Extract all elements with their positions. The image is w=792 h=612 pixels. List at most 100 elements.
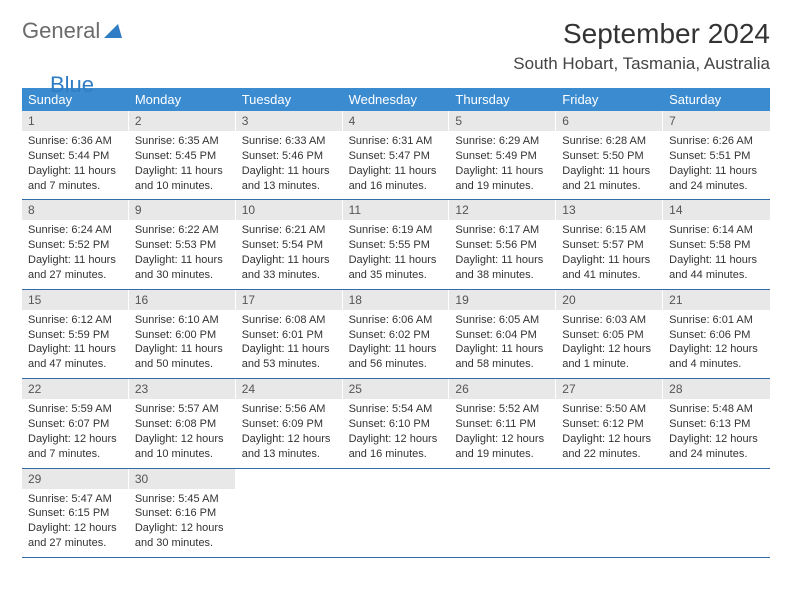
day-number: 13 — [556, 200, 663, 220]
day-number: 6 — [556, 111, 663, 131]
daylight-text: Daylight: 12 hours — [28, 521, 123, 536]
sunrise-text: Sunrise: 6:33 AM — [242, 134, 337, 149]
empty-day — [236, 469, 343, 489]
day-number: 4 — [343, 111, 450, 131]
day-number: 26 — [449, 379, 556, 399]
day-body: Sunrise: 6:01 AMSunset: 6:06 PMDaylight:… — [663, 310, 770, 378]
day-cell: 23 Sunrise: 5:57 AMSunset: 6:08 PMDayligh… — [129, 379, 236, 467]
daylight-text: Daylight: 11 hours — [669, 253, 764, 268]
daylight-text: and 53 minutes. — [242, 357, 337, 372]
daylight-text: and 47 minutes. — [28, 357, 123, 372]
day-cell: 12Sunrise: 6:17 AMSunset: 5:56 PMDayligh… — [449, 200, 556, 288]
day-number: 29 — [22, 469, 129, 489]
daylight-text: Daylight: 11 hours — [562, 253, 657, 268]
sunset-text: Sunset: 6:11 PM — [455, 417, 550, 432]
day-body: Sunrise: 6:12 AMSunset: 5:59 PMDaylight:… — [22, 310, 129, 378]
daylight-text: and 30 minutes. — [135, 268, 230, 283]
day-cell: 5Sunrise: 6:29 AMSunset: 5:49 PMDaylight… — [449, 111, 556, 199]
sunset-text: Sunset: 6:16 PM — [135, 506, 230, 521]
day-cell: 7Sunrise: 6:26 AMSunset: 5:51 PMDaylight… — [663, 111, 770, 199]
weekday-header-row: Sunday Monday Tuesday Wednesday Thursday… — [22, 88, 770, 111]
daylight-text: and 35 minutes. — [349, 268, 444, 283]
sunset-text: Sunset: 6:15 PM — [28, 506, 123, 521]
daylight-text: and 50 minutes. — [135, 357, 230, 372]
sunset-text: Sunset: 6:08 PM — [135, 417, 230, 432]
empty-body — [663, 489, 770, 547]
day-body: Sunrise: 6:15 AMSunset: 5:57 PMDaylight:… — [556, 220, 663, 288]
day-number: 28 — [663, 379, 770, 399]
day-body: Sunrise: 6:22 AMSunset: 5:53 PMDaylight:… — [129, 220, 236, 288]
sunset-text: Sunset: 5:57 PM — [562, 238, 657, 253]
sunrise-text: Sunrise: 6:06 AM — [349, 313, 444, 328]
sunrise-text: Sunrise: 6:28 AM — [562, 134, 657, 149]
day-body: Sunrise: 6:06 AMSunset: 6:02 PMDaylight:… — [343, 310, 450, 378]
daylight-text: and 7 minutes. — [28, 447, 123, 462]
sunset-text: Sunset: 6:09 PM — [242, 417, 337, 432]
day-number: 23 — [129, 379, 236, 399]
day-cell: 11Sunrise: 6:19 AMSunset: 5:55 PMDayligh… — [343, 200, 450, 288]
daylight-text: and 16 minutes. — [349, 179, 444, 194]
day-cell — [236, 469, 343, 557]
daylight-text: and 44 minutes. — [669, 268, 764, 283]
daylight-text: and 30 minutes. — [135, 536, 230, 551]
sunset-text: Sunset: 5:54 PM — [242, 238, 337, 253]
daylight-text: and 10 minutes. — [135, 447, 230, 462]
day-body: Sunrise: 5:59 AMSunset: 6:07 PMDaylight:… — [22, 399, 129, 467]
sunset-text: Sunset: 6:00 PM — [135, 328, 230, 343]
day-body: Sunrise: 6:03 AMSunset: 6:05 PMDaylight:… — [556, 310, 663, 378]
day-cell: 18Sunrise: 6:06 AMSunset: 6:02 PMDayligh… — [343, 290, 450, 378]
day-cell: 16Sunrise: 6:10 AMSunset: 6:00 PMDayligh… — [129, 290, 236, 378]
sunset-text: Sunset: 5:58 PM — [669, 238, 764, 253]
weekday-header: Friday — [556, 88, 663, 111]
sunrise-text: Sunrise: 5:57 AM — [135, 402, 230, 417]
day-body: Sunrise: 5:56 AMSunset: 6:09 PMDaylight:… — [236, 399, 343, 467]
daylight-text: Daylight: 11 hours — [28, 253, 123, 268]
day-cell: 21Sunrise: 6:01 AMSunset: 6:06 PMDayligh… — [663, 290, 770, 378]
day-body: Sunrise: 6:33 AMSunset: 5:46 PMDaylight:… — [236, 131, 343, 199]
day-cell: 13Sunrise: 6:15 AMSunset: 5:57 PMDayligh… — [556, 200, 663, 288]
sunset-text: Sunset: 5:46 PM — [242, 149, 337, 164]
daylight-text: and 38 minutes. — [455, 268, 550, 283]
sunrise-text: Sunrise: 6:14 AM — [669, 223, 764, 238]
day-number: 14 — [663, 200, 770, 220]
daylight-text: Daylight: 12 hours — [135, 521, 230, 536]
day-body: Sunrise: 5:52 AMSunset: 6:11 PMDaylight:… — [449, 399, 556, 467]
day-body: Sunrise: 5:50 AMSunset: 6:12 PMDaylight:… — [556, 399, 663, 467]
weekday-header: Wednesday — [343, 88, 450, 111]
day-number: 20 — [556, 290, 663, 310]
location-text: South Hobart, Tasmania, Australia — [513, 54, 770, 74]
day-body: Sunrise: 6:28 AMSunset: 5:50 PMDaylight:… — [556, 131, 663, 199]
day-cell: 8Sunrise: 6:24 AMSunset: 5:52 PMDaylight… — [22, 200, 129, 288]
day-cell: 24Sunrise: 5:56 AMSunset: 6:09 PMDayligh… — [236, 379, 343, 467]
daylight-text: Daylight: 12 hours — [135, 432, 230, 447]
day-number: 8 — [22, 200, 129, 220]
sunset-text: Sunset: 6:13 PM — [669, 417, 764, 432]
daylight-text: and 56 minutes. — [349, 357, 444, 372]
weekday-header: Tuesday — [236, 88, 343, 111]
sunrise-text: Sunrise: 6:36 AM — [28, 134, 123, 149]
day-body: Sunrise: 6:31 AMSunset: 5:47 PMDaylight:… — [343, 131, 450, 199]
sunrise-text: Sunrise: 6:29 AM — [455, 134, 550, 149]
sunset-text: Sunset: 5:55 PM — [349, 238, 444, 253]
day-body: Sunrise: 6:24 AMSunset: 5:52 PMDaylight:… — [22, 220, 129, 288]
sunrise-text: Sunrise: 6:12 AM — [28, 313, 123, 328]
daylight-text: and 4 minutes. — [669, 357, 764, 372]
logo-text-general: General — [22, 18, 100, 44]
day-body: Sunrise: 5:45 AMSunset: 6:16 PMDaylight:… — [129, 489, 236, 557]
day-number: 11 — [343, 200, 450, 220]
day-cell: 6Sunrise: 6:28 AMSunset: 5:50 PMDaylight… — [556, 111, 663, 199]
day-number: 18 — [343, 290, 450, 310]
day-cell: 26Sunrise: 5:52 AMSunset: 6:11 PMDayligh… — [449, 379, 556, 467]
header: General September 2024 South Hobart, Tas… — [22, 18, 770, 74]
sunset-text: Sunset: 5:44 PM — [28, 149, 123, 164]
sunset-text: Sunset: 5:49 PM — [455, 149, 550, 164]
day-number: 10 — [236, 200, 343, 220]
day-body: Sunrise: 6:08 AMSunset: 6:01 PMDaylight:… — [236, 310, 343, 378]
sunrise-text: Sunrise: 6:17 AM — [455, 223, 550, 238]
day-cell: 20Sunrise: 6:03 AMSunset: 6:05 PMDayligh… — [556, 290, 663, 378]
day-cell — [343, 469, 450, 557]
day-body: Sunrise: 6:36 AMSunset: 5:44 PMDaylight:… — [22, 131, 129, 199]
daylight-text: and 33 minutes. — [242, 268, 337, 283]
day-body: Sunrise: 6:10 AMSunset: 6:00 PMDaylight:… — [129, 310, 236, 378]
day-cell — [449, 469, 556, 557]
